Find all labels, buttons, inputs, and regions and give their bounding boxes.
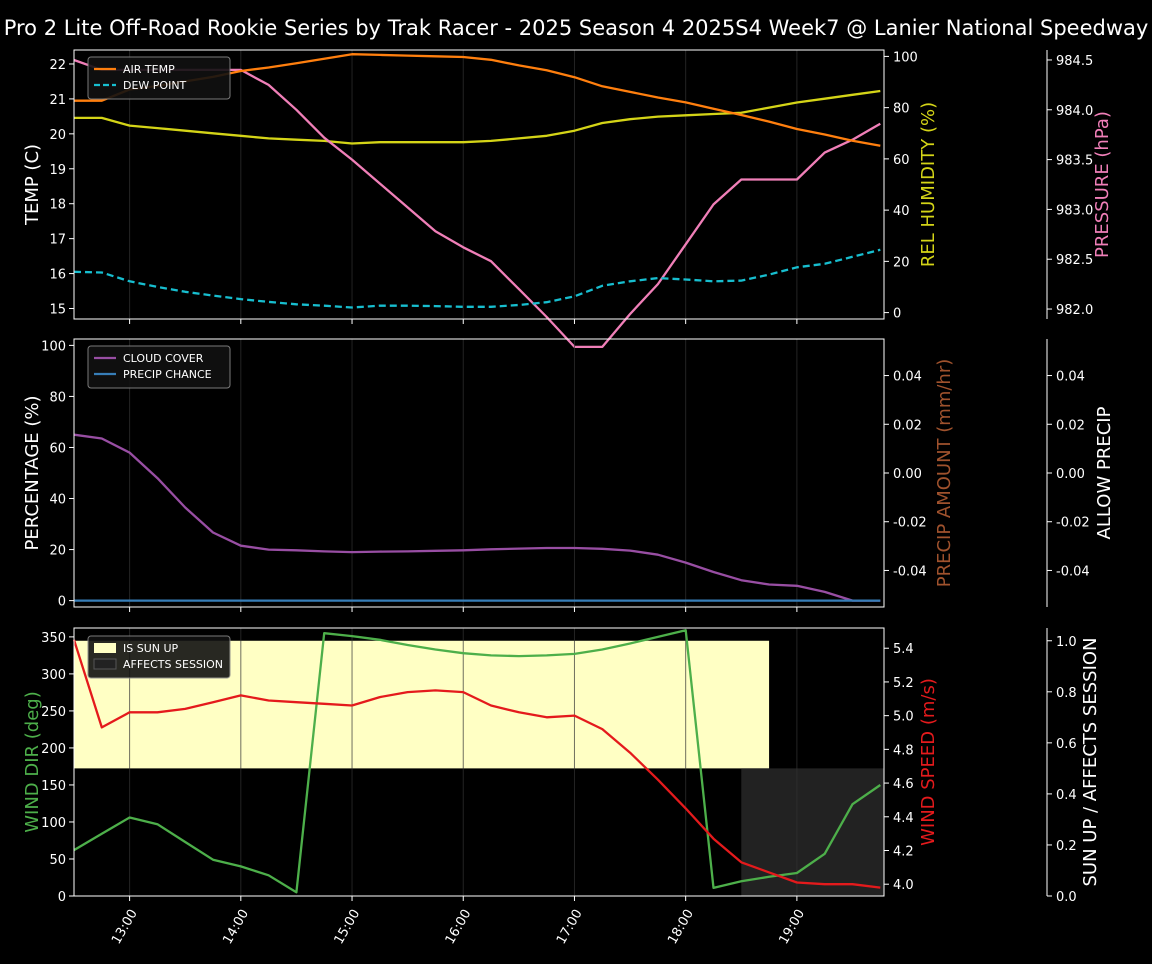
y-tick-label: 16 xyxy=(49,268,66,283)
y-tick-label: 19 xyxy=(49,163,66,178)
right-tick-label: 0.02 xyxy=(893,418,922,433)
right-tick-label: 982.5 xyxy=(1056,253,1093,268)
right-tick-label: 0.6 xyxy=(1056,737,1077,752)
y-axis-label: TEMP (C) xyxy=(22,144,43,226)
y-tick-label: 20 xyxy=(49,544,66,559)
right-tick-label: 0.02 xyxy=(1056,418,1085,433)
right-tick-label: 984.0 xyxy=(1056,104,1093,119)
series-line-dew-point xyxy=(73,248,881,309)
right-axis-label: SUN UP / AFFECTS SESSION xyxy=(1080,637,1101,886)
right-tick-label: 0.0 xyxy=(1056,890,1077,905)
legend-label: AIR TEMP xyxy=(123,63,175,76)
legend-box xyxy=(87,56,231,100)
affects-session-area xyxy=(741,768,884,896)
right-tick-label: 1.0 xyxy=(1056,635,1077,650)
y-tick-label: 40 xyxy=(49,493,66,508)
y-tick-label: 18 xyxy=(49,198,66,213)
y-tick-label: 150 xyxy=(41,779,66,794)
right-tick-label: 0.04 xyxy=(893,370,922,385)
right-tick-label: 60 xyxy=(893,153,910,168)
right-tick-label: -0.04 xyxy=(893,564,927,579)
y-tick-label: 17 xyxy=(49,233,66,248)
right-tick-label: 20 xyxy=(893,255,910,270)
right-axis-label: ALLOW PRECIP xyxy=(1094,406,1115,539)
right-tick-label: 983.5 xyxy=(1056,154,1093,169)
legend-label: DEW POINT xyxy=(123,79,187,92)
legend-label: CLOUD COVER xyxy=(123,352,204,365)
right-tick-label: 0.2 xyxy=(1056,839,1077,854)
right-tick-label: 100 xyxy=(893,50,918,65)
y-tick-label: 20 xyxy=(49,128,66,143)
y-tick-label: 60 xyxy=(49,441,66,456)
legend-swatch xyxy=(94,643,116,653)
legend-label: IS SUN UP xyxy=(123,642,179,655)
right-axis-label: REL HUMIDITY (%) xyxy=(918,102,939,267)
y-tick-label: 250 xyxy=(41,705,66,720)
legend-box xyxy=(87,635,231,679)
y-tick-label: 100 xyxy=(41,816,66,831)
right-tick-label: 4.2 xyxy=(893,844,914,859)
right-tick-label: 4.0 xyxy=(893,878,914,893)
legend-label: AFFECTS SESSION xyxy=(123,658,223,671)
y-tick-label: 21 xyxy=(49,93,66,108)
y-tick-label: 300 xyxy=(41,668,66,683)
right-tick-label: 0.00 xyxy=(1056,467,1085,482)
right-tick-label: 0.04 xyxy=(1056,370,1085,385)
right-axis-label: WIND SPEED (m/s) xyxy=(918,678,939,846)
y-tick-label: 22 xyxy=(49,58,66,73)
right-tick-label: 0.00 xyxy=(893,467,922,482)
legend-swatch xyxy=(93,658,117,670)
y-tick-label: 0 xyxy=(58,890,66,905)
right-tick-label: 5.2 xyxy=(893,676,914,691)
right-axis-label: PRECIP AMOUNT (mm/hr) xyxy=(934,359,955,588)
legend-box xyxy=(87,345,231,389)
right-tick-label: -0.02 xyxy=(1056,516,1090,531)
right-tick-label: 80 xyxy=(893,102,910,117)
y-tick-label: 100 xyxy=(41,339,66,354)
right-tick-label: 0 xyxy=(893,307,901,322)
series-line-rel-humidity xyxy=(74,89,881,145)
chart-panels: 15 16 17 18 19 20 21 22 TEMP (C) 0 20 40 60 80 100 REL … xyxy=(22,49,1115,947)
right-tick-label: 0.4 xyxy=(1056,788,1077,803)
y-tick-label: 200 xyxy=(41,742,66,757)
series-line-wind-dir xyxy=(73,629,881,894)
y-tick-label: 0 xyxy=(58,595,66,610)
legend-label: PRECIP CHANCE xyxy=(123,368,212,381)
right-tick-label: 983.0 xyxy=(1056,203,1093,218)
y-tick-label: 350 xyxy=(41,631,66,646)
right-tick-label: 0.8 xyxy=(1056,686,1077,701)
y-axis-label: PERCENTAGE (%) xyxy=(22,395,43,550)
right-tick-label: 4.4 xyxy=(893,811,914,826)
right-tick-label: 4.6 xyxy=(893,777,914,792)
y-axis-label: WIND DIR (deg) xyxy=(22,691,43,833)
right-tick-label: 982.0 xyxy=(1056,303,1093,318)
series-line-cloud-cover xyxy=(73,433,881,602)
y-tick-label: 15 xyxy=(49,303,66,318)
right-tick-label: -0.02 xyxy=(893,516,927,531)
right-tick-label: 984.5 xyxy=(1056,54,1093,69)
right-tick-label: 5.4 xyxy=(893,642,914,657)
right-tick-label: -0.04 xyxy=(1056,564,1090,579)
y-tick-label: 50 xyxy=(49,853,66,868)
right-tick-label: 40 xyxy=(893,204,910,219)
y-tick-label: 80 xyxy=(49,390,66,405)
right-tick-label: 5.0 xyxy=(893,710,914,725)
right-tick-label: 4.8 xyxy=(893,743,914,758)
chart-title: Pro 2 Lite Off-Road Rookie Series by Tra… xyxy=(4,16,1149,40)
right-axis-label: PRESSURE (hPa) xyxy=(1092,111,1113,258)
series-line-wind-speed xyxy=(72,639,881,889)
